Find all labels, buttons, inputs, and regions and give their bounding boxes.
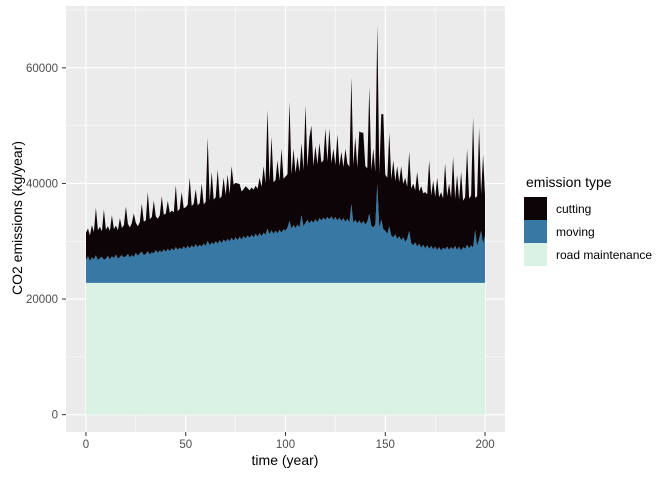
x-tick-label: 150 [376, 439, 395, 451]
y-axis-title: CO2 emissions (kg/year) [9, 140, 25, 296]
legend: emission type cutting moving road maintena… [524, 174, 652, 266]
legend-label-road-maintenance: road maintenance [556, 247, 653, 262]
legend-title: emission type [526, 174, 612, 190]
legend-swatch-road-maintenance [524, 243, 547, 266]
area-moving [86, 183, 485, 283]
legend-item-road-maintenance: road maintenance [524, 243, 652, 266]
x-tick-label: 100 [276, 439, 295, 451]
y-tick-label: 60000 [26, 63, 58, 75]
legend-label-moving: moving [556, 224, 595, 239]
legend-swatch-moving [524, 220, 547, 243]
x-tick-label: 0 [83, 439, 89, 451]
x-tick-label: 50 [179, 439, 192, 451]
x-axis-title: time (year) [251, 452, 319, 468]
y-tick-label: 20000 [26, 294, 58, 306]
y-tick-label: 40000 [26, 178, 58, 190]
y-tick-label: 0 [52, 410, 58, 422]
x-tick-label: 200 [475, 439, 494, 451]
legend-label-cutting: cutting [556, 201, 592, 216]
area-cutting [86, 24, 485, 261]
legend-item-cutting: cutting [524, 197, 652, 220]
legend-swatch-cutting [524, 197, 547, 220]
legend-item-moving: moving [524, 220, 652, 243]
legend-items: cutting moving road maintenance [524, 197, 652, 266]
area-road-maintenance [86, 282, 485, 415]
